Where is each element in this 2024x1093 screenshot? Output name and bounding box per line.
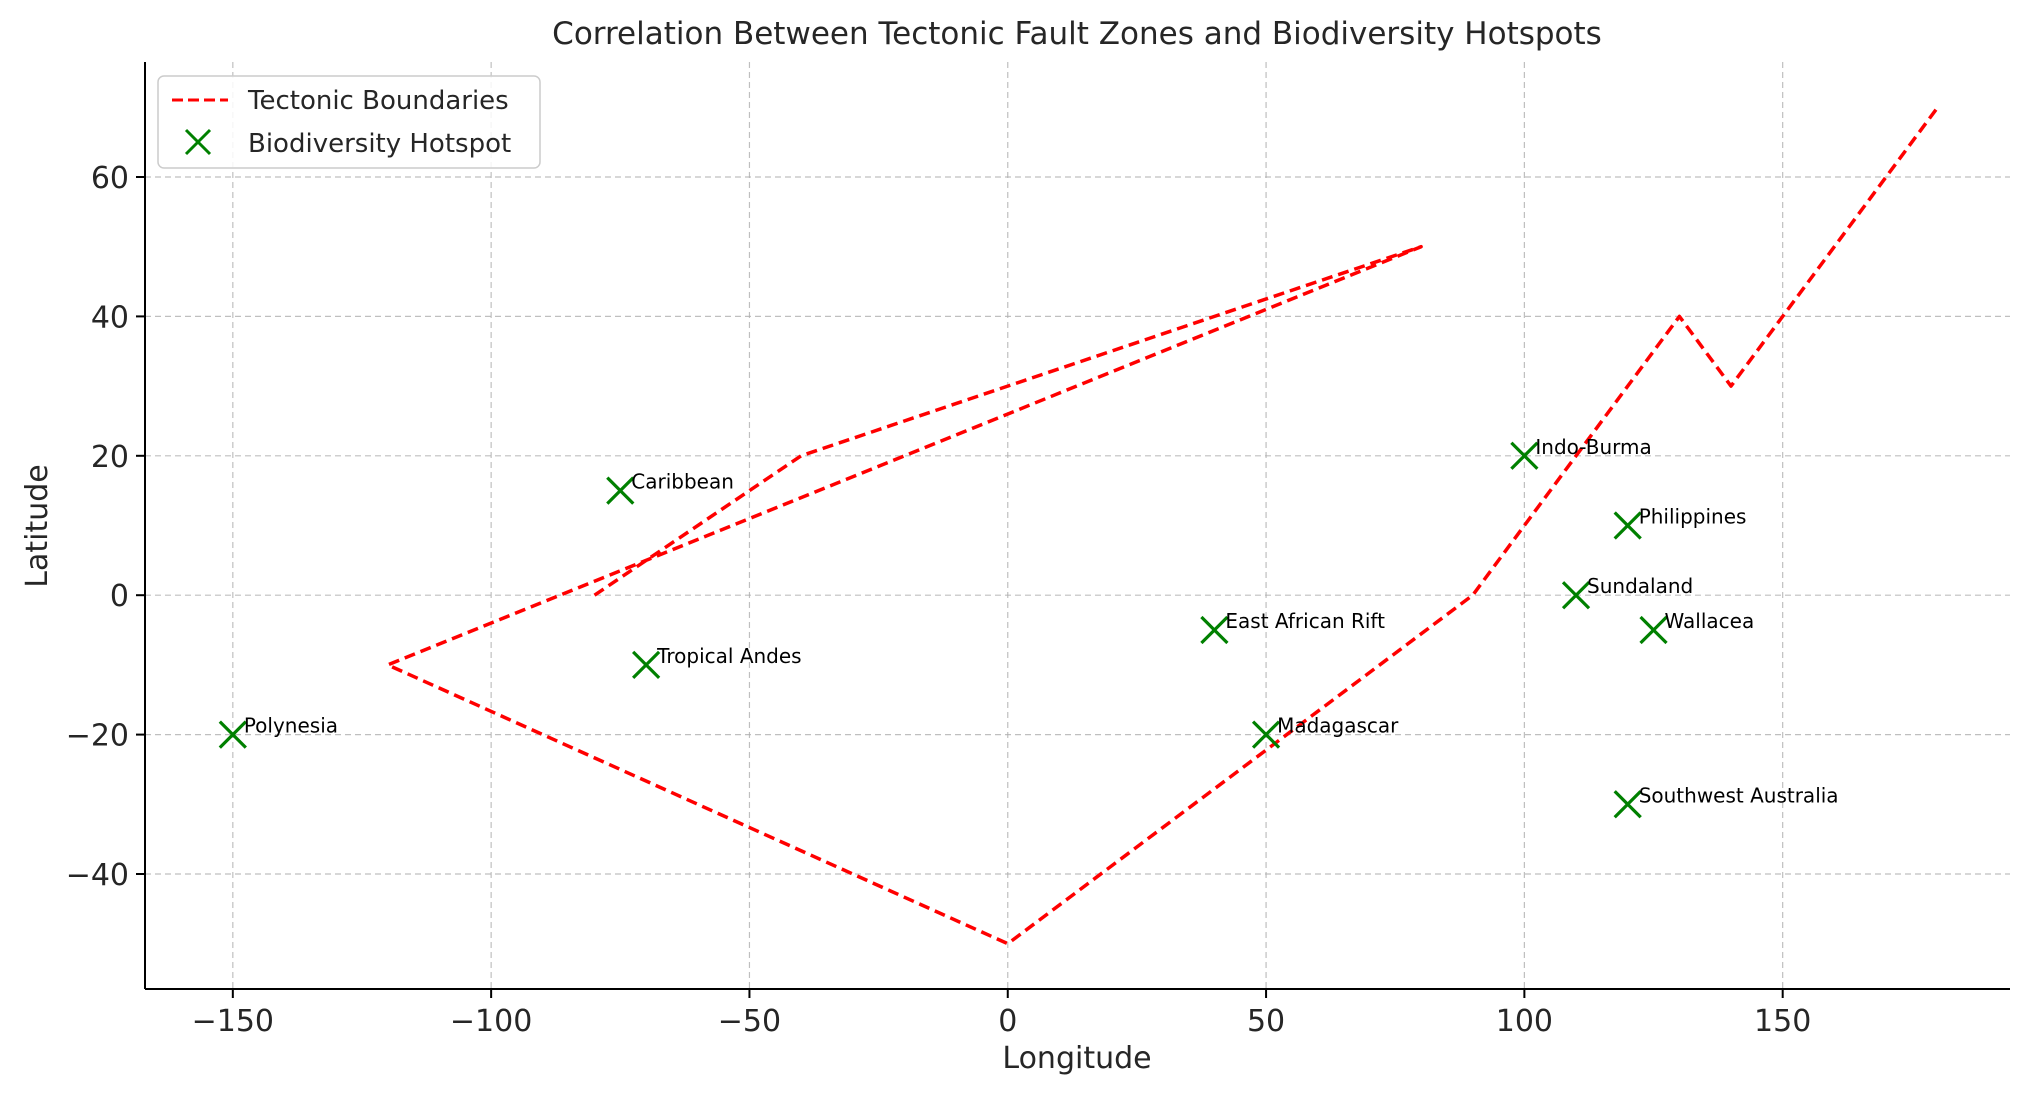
- hotspot-marker: [631, 650, 661, 680]
- hotspot-marker: [606, 476, 635, 505]
- hotspot-label: Tropical Andes: [656, 644, 802, 668]
- y-tick-label: 20: [91, 440, 129, 475]
- hotspot-label: Madagascar: [1277, 714, 1399, 738]
- legend-label-boundaries: Tectonic Boundaries: [247, 86, 509, 116]
- x-tick-label: −150: [192, 1004, 274, 1039]
- hotspot-marker: [1561, 581, 1591, 610]
- hotspot-label: Polynesia: [244, 714, 338, 738]
- grid-layer: [145, 62, 2010, 989]
- y-axis-label: Latitude: [20, 464, 55, 587]
- boundary-layer: [386, 106, 1940, 946]
- hotspot-label: Caribbean: [631, 470, 734, 494]
- hotspot-marker: [1510, 441, 1539, 470]
- tick-layer: −150 −100 −50 0 50 100 150 −40 −20 0 20 40 60: [66, 161, 1812, 1039]
- hotspot-label: Philippines: [1639, 505, 1747, 529]
- x-axis-label: Longitude: [1002, 1041, 1151, 1076]
- x-tick-label: 50: [1247, 1004, 1285, 1039]
- hotspot-label: Sundaland: [1587, 574, 1693, 598]
- hotspot-label: Wallacea: [1665, 609, 1755, 633]
- hotspot-marker: [1639, 615, 1668, 645]
- hotspot-layer: Caribbean Tropical Andes Polynesia East Afr…: [218, 435, 1839, 819]
- legend-marker-swatch: [184, 128, 212, 156]
- chart-title: Correlation Between Tectonic Fault Zones…: [552, 16, 1602, 52]
- hotspot-label: Indo-Burma: [1535, 435, 1651, 459]
- y-tick-label: −40: [66, 858, 129, 893]
- y-tick-label: 0: [110, 579, 129, 614]
- tectonic-boundary-line: [386, 106, 1940, 946]
- x-tick-label: −50: [718, 1004, 781, 1039]
- hotspot-marker: [1251, 720, 1281, 749]
- hotspot-label: East African Rift: [1225, 609, 1385, 633]
- x-tick-label: −100: [450, 1004, 532, 1039]
- axes-layer: [144, 62, 2010, 990]
- legend-label-hotspot: Biodiversity Hotspot: [248, 129, 511, 159]
- y-tick-label: 60: [91, 161, 129, 196]
- hotspot-marker: [1613, 511, 1642, 540]
- y-tick-label: 40: [91, 300, 129, 335]
- x-tick-label: 150: [1754, 1004, 1811, 1039]
- legend-frame: [157, 75, 541, 169]
- x-tick-label: 0: [998, 1004, 1017, 1039]
- hotspot-marker: [1200, 615, 1229, 645]
- hotspot-marker: [1613, 790, 1642, 819]
- x-tick-label: 100: [1496, 1004, 1553, 1039]
- hotspot-marker: [218, 720, 247, 749]
- y-tick-label: −20: [66, 719, 129, 754]
- hotspot-label: Southwest Australia: [1639, 783, 1839, 807]
- legend: Tectonic Boundaries Biodiversity Hotspot: [157, 75, 541, 169]
